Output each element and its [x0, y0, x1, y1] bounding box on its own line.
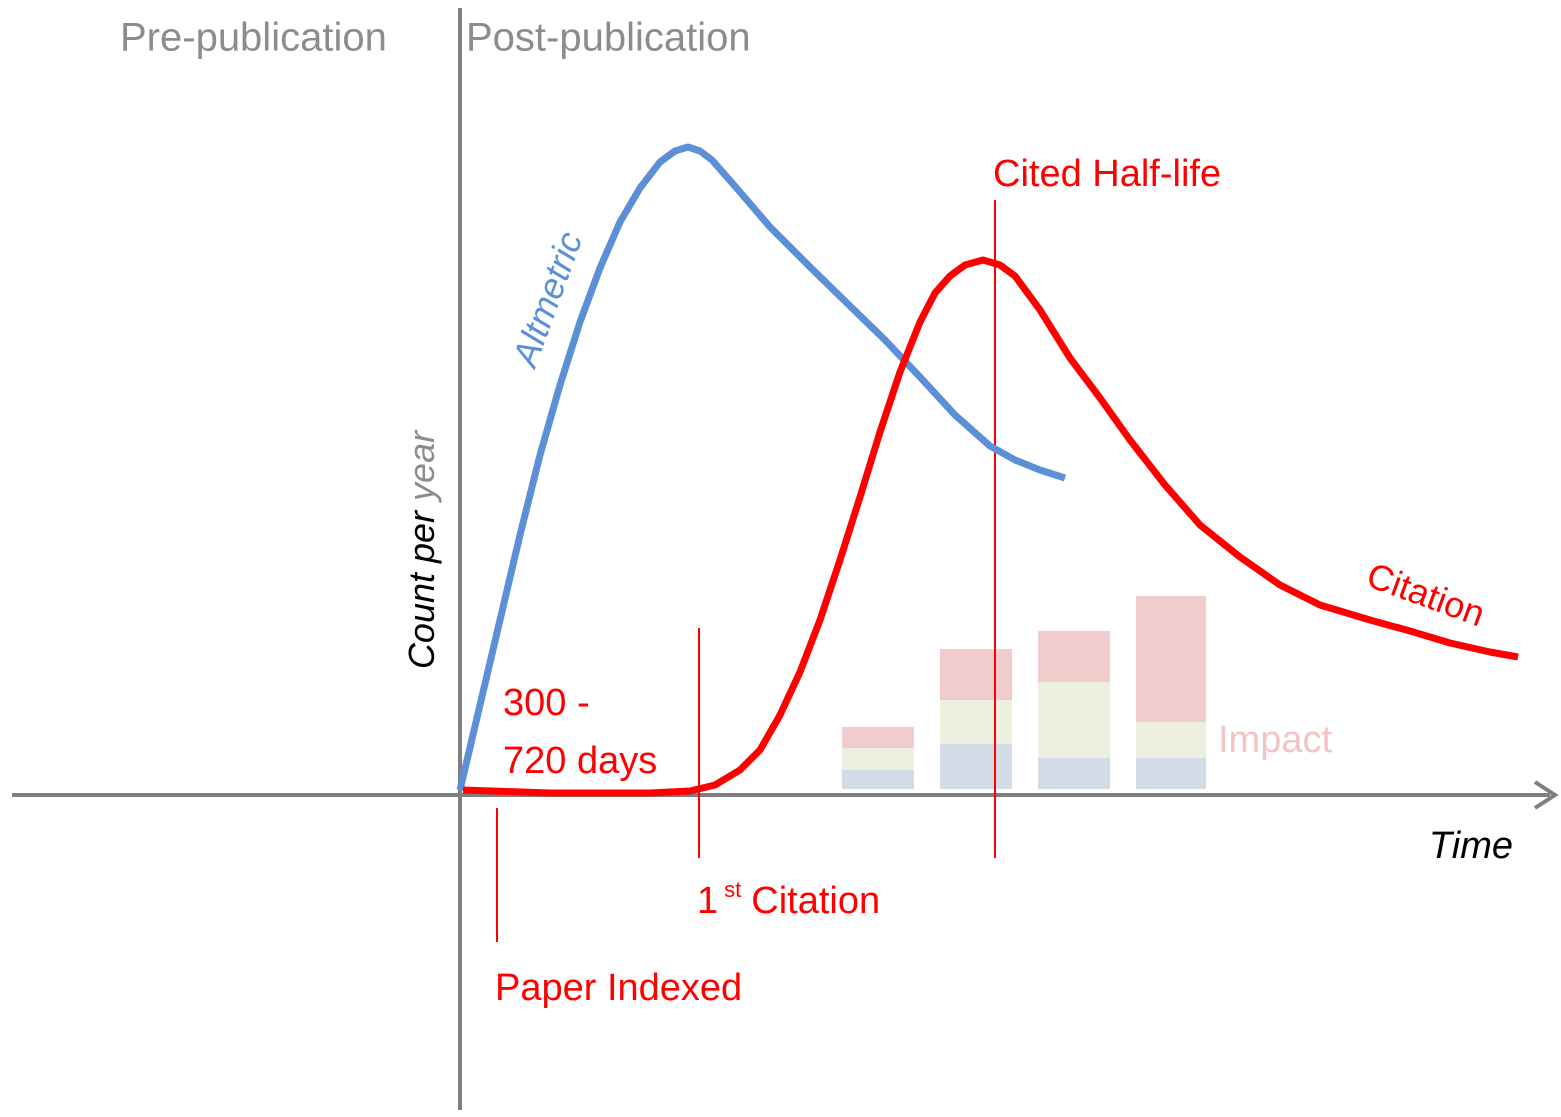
bar-segment	[1038, 682, 1110, 758]
bar-segment	[842, 727, 914, 748]
bar-segment	[842, 770, 914, 789]
altmetric-curve	[456, 143, 1067, 791]
y-label-main: Count per	[401, 509, 442, 669]
bar-segment	[1038, 631, 1110, 682]
x-axis-arrow	[1533, 780, 1559, 810]
delay-label-1: 300 -	[503, 682, 590, 724]
altmetric-label: Altmetric	[503, 226, 590, 373]
bar-segment	[1038, 758, 1110, 789]
first-citation-suffix: st	[724, 877, 741, 902]
bar-segment	[1136, 722, 1206, 758]
delay-label-2: 720 days	[503, 740, 657, 782]
bar-segment	[842, 748, 914, 770]
first-citation-text: Citation	[751, 880, 880, 922]
bar-segment	[940, 649, 1012, 700]
citation-curve	[462, 256, 1519, 797]
pre-publication-label: Pre-publication	[120, 16, 387, 60]
bar-segment	[940, 700, 1012, 744]
paper-indexed-label: Paper Indexed	[495, 967, 742, 1009]
impact-bars	[842, 596, 1206, 789]
bar-segment	[1136, 596, 1206, 722]
impact-label: Impact	[1218, 719, 1332, 761]
first-citation-number: 1	[697, 880, 718, 922]
y-label-unit: year	[401, 429, 442, 504]
post-publication-label: Post-publication	[466, 16, 751, 60]
half-life-label: Cited Half-life	[993, 153, 1221, 195]
y-axis-label: Count per year	[401, 429, 442, 669]
bar-segment	[940, 744, 1012, 789]
x-axis-label: Time	[1429, 825, 1513, 867]
bar-segment	[1136, 758, 1206, 789]
